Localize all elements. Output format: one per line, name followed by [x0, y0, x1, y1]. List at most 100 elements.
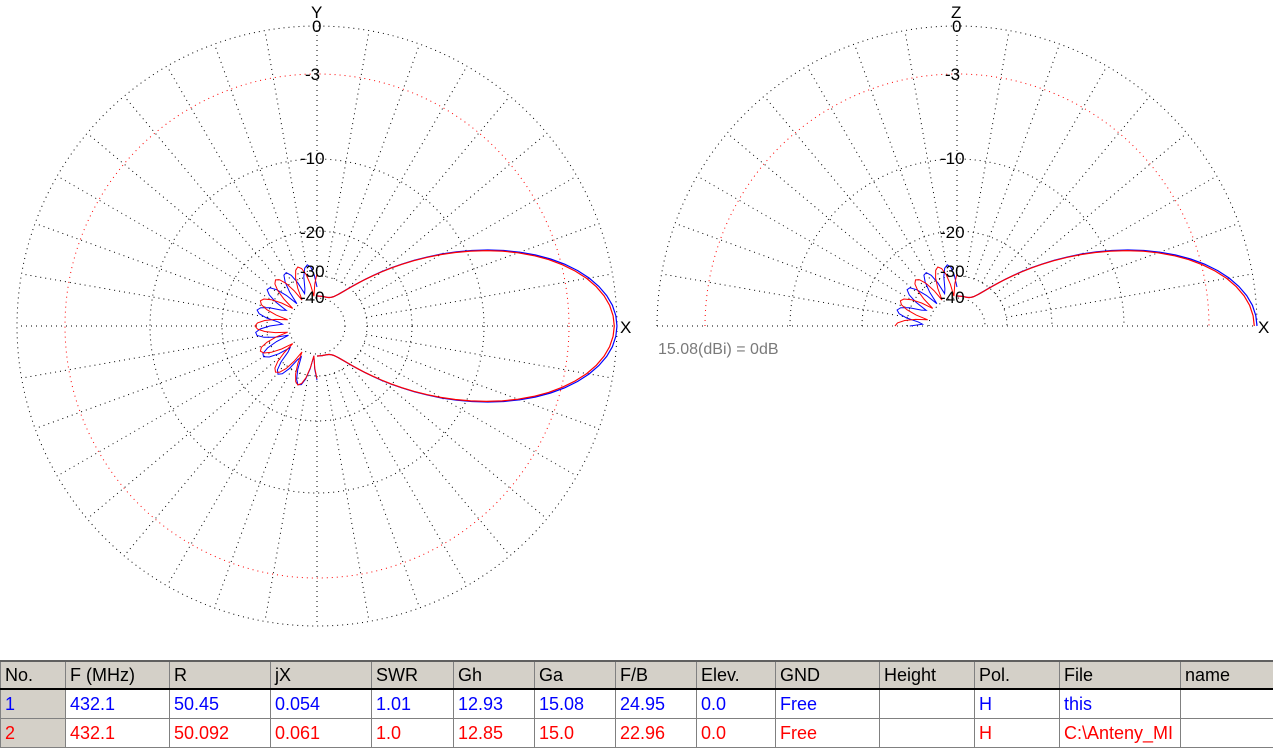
azimuth-pattern-curves: [254, 249, 618, 403]
table-header-row: No. F (MHz) R jX SWR Gh Ga F/B Elev. GND…: [0, 660, 1273, 690]
pattern-plot-area: Y X 0 -3 -10 -20 -30 -40 Z X 0 -3 -10 -2…: [16, 3, 1269, 627]
elevation-ring-label: -20: [940, 223, 965, 242]
elevation-pattern-curves: [894, 249, 1258, 327]
pol-cell: H: [974, 688, 1060, 720]
polar-spoke: [56, 175, 274, 302]
elevation-ring-label: 0: [952, 17, 961, 36]
polar-spoke: [21, 273, 268, 318]
azimuth-ring-label: 0: [312, 17, 321, 36]
column-header-frequency[interactable]: F (MHz): [65, 660, 170, 690]
polar-spoke: [354, 132, 548, 295]
polar-spoke: [994, 132, 1188, 295]
elevation-z-axis-label: Z: [951, 3, 961, 22]
series-2-main-lobe: [317, 249, 615, 403]
polar-spoke: [213, 43, 301, 280]
polar-spoke: [661, 273, 908, 318]
column-header-r[interactable]: R: [169, 660, 271, 690]
column-header-swr[interactable]: SWR: [371, 660, 454, 690]
column-header-gh[interactable]: Gh: [453, 660, 535, 690]
column-header-fb[interactable]: F/B: [615, 660, 697, 690]
polar-spoke: [325, 30, 370, 277]
polar-ring: [288, 297, 346, 355]
fb-cell: 22.96: [615, 718, 697, 748]
polar-spoke: [123, 363, 286, 557]
polar-ring: [149, 158, 485, 494]
name-cell: [1180, 688, 1273, 720]
polar-spoke: [853, 43, 941, 280]
polar-ring: [704, 73, 1210, 327]
column-header-pol[interactable]: Pol.: [974, 660, 1060, 690]
polar-spoke: [341, 65, 468, 283]
polar-spoke: [696, 175, 914, 302]
name-cell: [1180, 718, 1273, 748]
series-2-elevation-side-lobes: [894, 266, 958, 327]
azimuth-ring-label: -20: [300, 223, 325, 242]
height-cell: [879, 718, 975, 748]
ga-cell: 15.0: [534, 718, 616, 748]
polar-spoke: [333, 372, 421, 609]
elevation-ring-label: -40: [940, 288, 965, 307]
pol-cell: H: [974, 718, 1060, 748]
polar-spoke: [363, 342, 600, 430]
series-1-elevation-side-lobes: [896, 264, 958, 327]
polar-spoke: [360, 350, 578, 477]
polar-spoke: [56, 350, 274, 477]
elev-cell: 0.0: [696, 688, 776, 720]
azimuth-plot-grid: [16, 25, 618, 627]
polar-spoke: [123, 95, 286, 289]
polar-spoke: [86, 357, 280, 520]
column-header-elev[interactable]: Elev.: [696, 660, 776, 690]
elevation-plot-grid: [656, 25, 1258, 327]
gain-reference-text: 15.08(dBi) = 0dB: [658, 341, 779, 358]
polar-spoke: [348, 363, 511, 557]
column-header-ga[interactable]: Ga: [534, 660, 616, 690]
polar-spoke: [354, 357, 548, 520]
height-cell: [879, 688, 975, 720]
column-header-file[interactable]: File: [1059, 660, 1181, 690]
polar-spoke: [981, 65, 1108, 283]
azimuth-y-axis-label: Y: [311, 3, 322, 22]
pattern-plots: Y X 0 -3 -10 -20 -30 -40 Z X 0 -3 -10 -2…: [16, 3, 1269, 627]
polar-spoke: [965, 30, 1010, 277]
polar-spoke: [1006, 273, 1253, 318]
polar-spoke: [213, 372, 301, 609]
frequency-cell: 432.1: [65, 688, 170, 720]
row-number-cell: 1: [0, 688, 66, 720]
azimuth-ring-label: -3: [305, 65, 320, 84]
column-header-jx[interactable]: jX: [270, 660, 372, 690]
azimuth-x-axis-label: X: [620, 318, 631, 337]
frequency-cell: 432.1: [65, 718, 170, 748]
polar-spoke: [21, 334, 268, 379]
polar-spoke: [34, 342, 271, 430]
column-header-height[interactable]: Height: [879, 660, 975, 690]
elevation-ring-label: -10: [940, 149, 965, 168]
polar-spoke: [333, 43, 421, 280]
polar-spoke: [166, 65, 293, 283]
r-cell: 50.092: [169, 718, 271, 748]
azimuth-ring-label: -10: [300, 149, 325, 168]
series-1-side-lobes: [255, 264, 318, 386]
polar-spoke: [363, 222, 600, 310]
polar-spoke: [325, 375, 370, 622]
polar-spoke: [166, 369, 293, 587]
polar-spoke: [1003, 222, 1240, 310]
polar-ring: [64, 73, 570, 579]
elevation-x-axis-label: X: [1258, 318, 1269, 337]
fb-cell: 24.95: [615, 688, 697, 720]
gnd-cell: Free: [775, 718, 880, 748]
series-1-elevation-main-lobe: [957, 249, 1258, 327]
column-header-no[interactable]: No.: [0, 660, 66, 690]
file-cell: this: [1059, 688, 1181, 720]
polar-spoke: [348, 95, 511, 289]
polar-spoke: [763, 95, 926, 289]
results-table: No. F (MHz) R jX SWR Gh Ga F/B Elev. GND…: [0, 660, 1273, 748]
polar-spoke: [34, 222, 271, 310]
polar-spoke: [341, 369, 468, 587]
series-2-side-lobes: [254, 266, 318, 386]
swr-cell: 1.0: [371, 718, 454, 748]
table-row[interactable]: 1 432.1 50.45 0.054 1.01 12.93 15.08 24.…: [0, 688, 1273, 720]
column-header-name[interactable]: name: [1180, 660, 1273, 690]
table-row[interactable]: 2 432.1 50.092 0.061 1.0 12.85 15.0 22.9…: [0, 718, 1273, 748]
azimuth-ring-label: -40: [300, 288, 325, 307]
column-header-gnd[interactable]: GND: [775, 660, 880, 690]
